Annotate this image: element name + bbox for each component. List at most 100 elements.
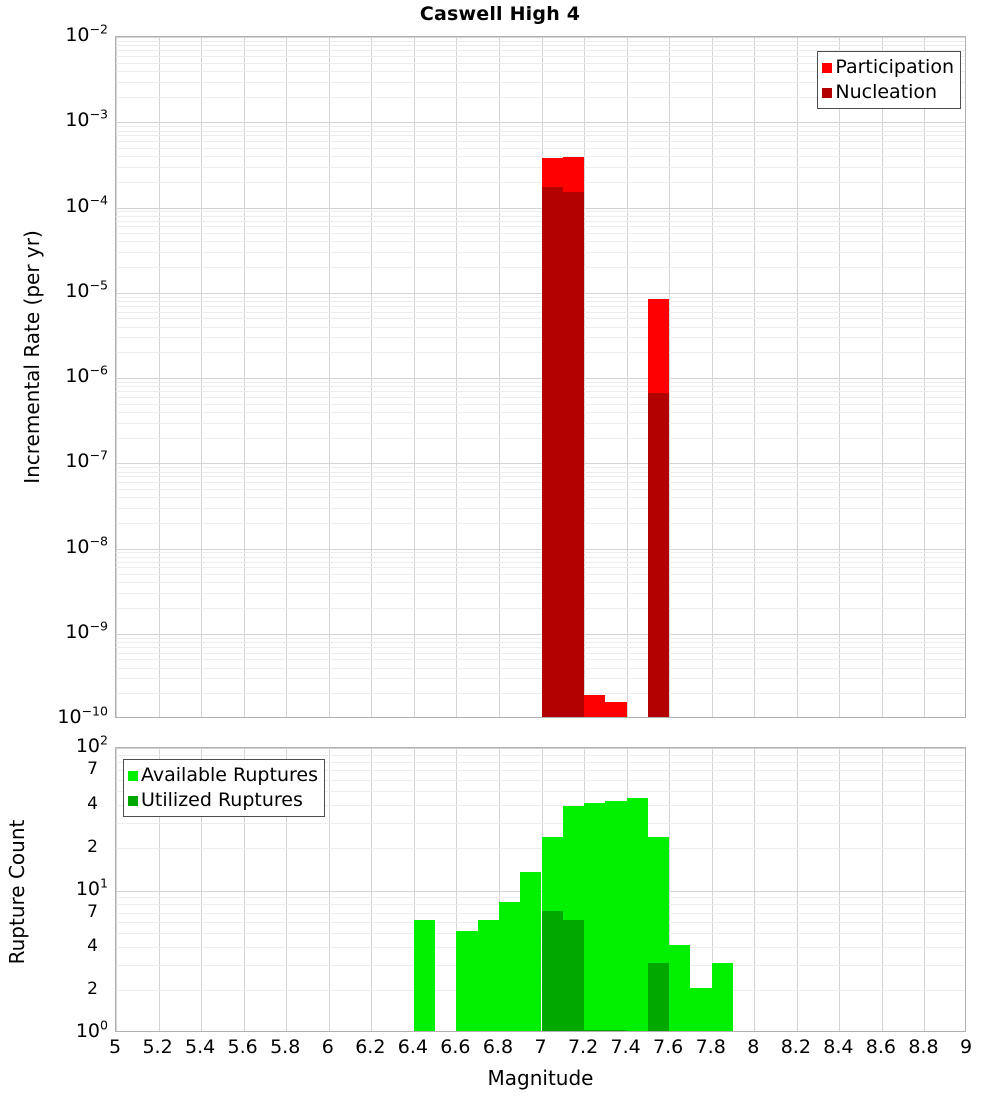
legend-item-utilized-ruptures: Utilized Ruptures [128, 788, 318, 813]
gridline-horizontal [116, 306, 965, 307]
gridline-horizontal [116, 693, 965, 694]
gridline-horizontal [116, 467, 965, 468]
gridline-horizontal [116, 748, 965, 749]
gridline-vertical [584, 37, 585, 717]
gridline-horizontal [116, 97, 965, 98]
x-tick-label: 5.2 [142, 1036, 173, 1058]
gridline-horizontal [116, 823, 965, 824]
gridline-horizontal [116, 562, 965, 563]
gridline-horizontal [116, 337, 965, 338]
gridline-horizontal [116, 438, 965, 439]
gridline-horizontal [116, 41, 965, 42]
page-title: Caswell High 4 [419, 3, 581, 25]
x-tick-label: 8.4 [823, 1036, 854, 1058]
gridline-vertical [371, 37, 372, 717]
legend-label-utilized-ruptures: Utilized Ruptures [141, 789, 303, 811]
gridline-vertical [797, 37, 798, 717]
x-tick-label: 5.8 [270, 1036, 301, 1058]
x-tick-label: 8 [747, 1036, 760, 1058]
gridline-horizontal [116, 50, 965, 51]
gridline-horizontal [116, 208, 965, 209]
gridline-horizontal [116, 567, 965, 568]
x-tick-label: 6.8 [482, 1036, 514, 1058]
gridline-horizontal [116, 297, 965, 298]
legend-incremental-rate: Participation Nucleation [817, 51, 961, 109]
gridline-vertical [542, 37, 543, 717]
gridline-horizontal [116, 267, 965, 268]
gridline-vertical [329, 37, 330, 717]
gridline-vertical [201, 748, 202, 1031]
gridline-horizontal [116, 508, 965, 509]
gridline-vertical [924, 37, 925, 717]
gridline-horizontal [116, 990, 965, 991]
x-tick-label: 9 [959, 1036, 973, 1058]
gridline-vertical [669, 37, 670, 717]
gridline-horizontal [116, 965, 965, 966]
legend-rupture-count: Available Ruptures Utilized Ruptures [123, 759, 325, 817]
x-tick-label: 7.2 [567, 1036, 599, 1058]
gridline-vertical [754, 37, 755, 717]
x-tick-label: 5.6 [227, 1036, 258, 1058]
gridline-horizontal [116, 156, 965, 157]
gridline-horizontal [116, 56, 965, 57]
legend-item-participation: Participation [822, 55, 954, 80]
x-tick-label: 7.6 [653, 1036, 684, 1058]
gridline-horizontal [116, 638, 965, 639]
gridline-vertical [839, 748, 840, 1031]
legend-item-available-ruptures: Available Ruptures [128, 763, 318, 788]
gridline-horizontal [116, 922, 965, 923]
y-tick-label: 10−10 [57, 703, 108, 728]
gridline-horizontal [116, 653, 965, 654]
gridline-horizontal [116, 634, 965, 635]
gridline-horizontal [116, 668, 965, 669]
gridline-horizontal [116, 523, 965, 524]
gridline-horizontal [116, 770, 965, 771]
gridline-vertical [286, 37, 287, 717]
gridline-vertical [499, 37, 500, 717]
gridline-horizontal [116, 45, 965, 46]
gridline-horizontal [116, 574, 965, 575]
gridline-horizontal [116, 211, 965, 212]
gridline-horizontal [116, 131, 965, 132]
legend-swatch-nucleation [822, 87, 833, 98]
gridline-horizontal [116, 497, 965, 498]
x-tick-label: 8.6 [865, 1036, 896, 1058]
y-axis-ticks-bottom: 102 7 4 2 101 7 4 2 100 [0, 0, 108, 1100]
gridline-horizontal [116, 293, 965, 294]
legend-swatch-participation [822, 62, 833, 73]
gridline-horizontal [116, 659, 965, 660]
x-axis-label: Magnitude [487, 1066, 594, 1090]
x-tick-label: 5 [108, 1036, 122, 1058]
x-tick-label: 6.6 [440, 1036, 471, 1058]
gridline-horizontal [116, 582, 965, 583]
gridline-horizontal [116, 472, 965, 473]
gridline-horizontal [116, 791, 965, 792]
gridline-horizontal [116, 423, 965, 424]
x-tick-label: 6 [321, 1036, 334, 1058]
gridline-horizontal [116, 241, 965, 242]
gridline-horizontal [116, 141, 965, 142]
gridline-horizontal [116, 301, 965, 302]
y-tick-label: 10−7 [65, 447, 108, 473]
gridline-horizontal [116, 182, 965, 183]
gridline-horizontal [116, 476, 965, 477]
y-tick-label: 10−6 [65, 362, 108, 387]
x-tick-label: 8.2 [780, 1036, 811, 1058]
x-tick-label: 7.8 [695, 1036, 726, 1058]
gridline-horizontal [116, 557, 965, 558]
gridline-vertical [116, 748, 117, 1031]
gridline-vertical [371, 748, 372, 1031]
legend-label-available-ruptures: Available Ruptures [141, 764, 318, 786]
gridline-horizontal [116, 63, 965, 64]
gridline-vertical [882, 37, 883, 717]
gridline-horizontal [116, 897, 965, 898]
y-tick-label-minor: 2 [87, 836, 98, 857]
gridline-horizontal [116, 463, 965, 464]
gridline-vertical [201, 37, 202, 717]
y-tick-label-minor: 2 [87, 979, 98, 1000]
gridline-horizontal [116, 678, 965, 679]
gridline-horizontal [116, 382, 965, 383]
gridline-horizontal [116, 226, 965, 227]
gridline-horizontal [116, 135, 965, 136]
